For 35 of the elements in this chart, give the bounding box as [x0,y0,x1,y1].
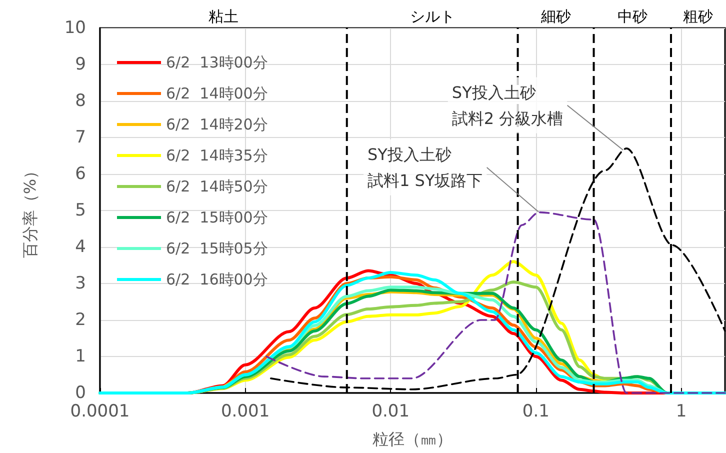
legend-label: 6/2 15時00分 [166,208,268,226]
y-tick-label: 9 [75,54,86,74]
legend-label: 6/2 14時50分 [166,178,268,196]
y-tick-label: 8 [75,91,86,111]
y-tick-label: 7 [75,128,86,148]
text: 中砂 [617,8,648,26]
text: 粘土 [208,8,238,26]
y-tick-label: 1 [75,346,86,366]
annotation: 試料2 分級水槽 [452,108,564,128]
y-tick-label: 2 [75,310,86,330]
legend-label: 6/2 14時20分 [166,116,268,134]
legend-label: 6/2 14時00分 [166,84,268,102]
legend-label: 6/2 16時00分 [166,270,268,288]
x-tick-label: 0.0001 [70,402,130,422]
annotation: SY投入土砂 [368,144,452,164]
legend-label: 6/2 15時05分 [166,240,268,258]
y-tick-label: 0 [75,383,86,403]
x-axis-title: 粒径（㎜） [372,430,452,448]
y-tick-label: 3 [75,274,86,294]
legend-label: 6/2 14時35分 [166,146,268,164]
legend-label: 6/2 13時00分 [166,54,268,72]
x-tick-label: 0.01 [372,402,410,422]
text: 細砂 [540,8,571,26]
annotation: SY投入土砂 [452,82,536,102]
x-tick-label: 0.1 [522,402,550,422]
y-tick-label: 6 [75,164,86,184]
annotation: 試料1 SY坂路下 [368,170,483,190]
y-tick-label: 10 [64,18,86,38]
y-tick-label: 5 [75,200,86,220]
x-tick-label: 0.001 [220,402,270,422]
y-axis-title: 百分率（%） [20,162,40,258]
y-tick-label: 4 [75,237,86,257]
text: シルト [410,8,455,26]
x-tick-label: 1 [676,402,687,422]
text: 粗砂 [683,8,713,26]
